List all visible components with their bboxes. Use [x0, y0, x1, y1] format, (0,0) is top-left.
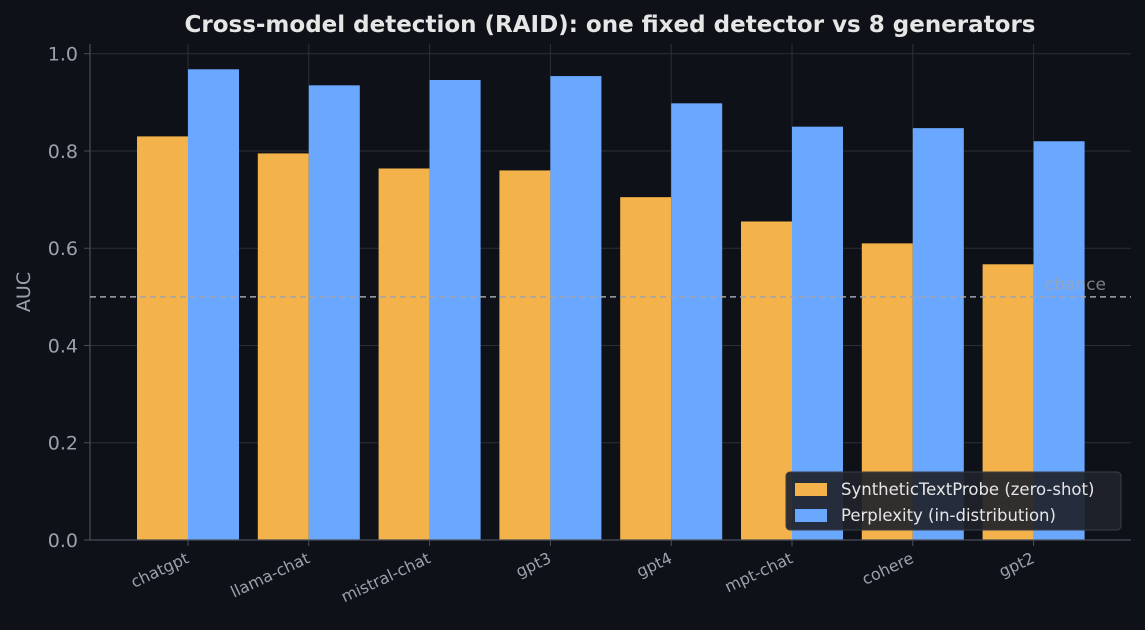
x-tick-label: gpt2 — [996, 548, 1037, 581]
legend-box — [785, 471, 1122, 531]
y-tick-label: 0.6 — [48, 238, 78, 260]
bar-perplexity-mpt-chat — [792, 126, 843, 541]
x-tick-label: mistral-chat — [338, 548, 433, 606]
x-tick-label: mpt-chat — [722, 548, 796, 596]
bar-perplexity-cohere — [912, 128, 964, 540]
bar-probe-gpt4 — [620, 197, 672, 541]
legend-label: SyntheticTextProbe (zero-shot) — [841, 480, 1094, 499]
bar-probe-llama-chat — [257, 153, 309, 541]
x-tick-label: cohere — [859, 548, 917, 588]
legend-swatch — [795, 509, 827, 522]
bar-probe-chatgpt — [137, 136, 188, 540]
x-tick-label: llama-chat — [228, 548, 313, 601]
bars-layer — [137, 69, 1085, 541]
bar-perplexity-mistral-chat — [429, 79, 481, 540]
x-tick-label: chatgpt — [128, 548, 192, 591]
chance-label: chance — [1045, 275, 1106, 295]
legend-label: Perplexity (in-distribution) — [841, 506, 1056, 525]
x-tick-label: gpt4 — [634, 548, 675, 581]
bar-perplexity-llama-chat — [308, 85, 360, 540]
bar-probe-mpt-chat — [741, 221, 792, 541]
reference-layer: chance — [90, 275, 1131, 298]
y-axis-label: AUC — [13, 272, 35, 312]
y-tick-label: 0.4 — [48, 335, 78, 357]
y-tick-label: 1.0 — [48, 44, 78, 66]
y-tick-label: 0.0 — [48, 530, 78, 552]
bar-perplexity-gpt3 — [550, 76, 602, 540]
x-tick-label: gpt3 — [513, 548, 554, 581]
legend: SyntheticTextProbe (zero-shot) Perplexity… — [785, 471, 1122, 531]
bar-perplexity-gpt4 — [671, 103, 723, 540]
y-tick-label: 0.2 — [48, 433, 78, 455]
y-tick-label: 0.8 — [48, 141, 78, 163]
bar-perplexity-chatgpt — [188, 69, 239, 540]
legend-swatch — [795, 483, 827, 496]
bar-probe-gpt3 — [499, 170, 551, 540]
bar-probe-mistral-chat — [378, 168, 430, 540]
grid-layer — [90, 44, 1131, 541]
chart-title: Cross-model detection (RAID): one fixed … — [184, 12, 1035, 38]
